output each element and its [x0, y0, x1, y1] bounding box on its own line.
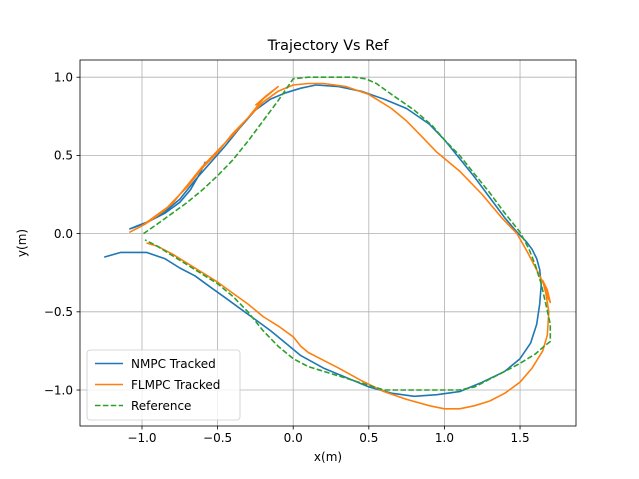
- x-tick-label: 0.5: [359, 431, 378, 445]
- y-axis-label: y(m): [15, 229, 29, 257]
- x-tick-label: −0.5: [203, 431, 232, 445]
- y-tick-label: 0.0: [54, 227, 73, 241]
- legend-label: FLMPC Tracked: [131, 378, 220, 392]
- x-tick-label: 1.0: [435, 431, 454, 445]
- y-tick-label: 1.0: [54, 71, 73, 85]
- series-line-reference: [143, 76, 552, 391]
- legend-label: NMPC Tracked: [131, 357, 216, 371]
- y-tick-label: −1.0: [44, 383, 73, 397]
- x-tick-label: 1.5: [511, 431, 530, 445]
- axes-frame: [79, 59, 577, 427]
- tick-layer: −1.0 −0.5 0.0 0.5 1.0 1.5 −1.0 −0.5 0.0 0.5 1.0: [44, 71, 530, 445]
- y-tick-label: −0.5: [44, 305, 73, 319]
- y-tick-label: 0.5: [54, 149, 73, 163]
- series-layer: [103, 76, 552, 410]
- x-tick-label: −1.0: [127, 431, 156, 445]
- grid-layer: [80, 60, 576, 426]
- legend-label: Reference: [131, 399, 191, 413]
- x-tick-label: 0.0: [284, 431, 303, 445]
- series-line-nmpc-tracked: [103, 84, 542, 398]
- legend-box: [86, 349, 241, 421]
- legend: NMPC Tracked FLMPC Tracked Reference: [86, 349, 241, 421]
- x-axis-label: x(m): [314, 450, 342, 464]
- series-line-flmpc-tracked: [129, 82, 552, 410]
- chart-title: Trajectory Vs Ref: [267, 38, 390, 54]
